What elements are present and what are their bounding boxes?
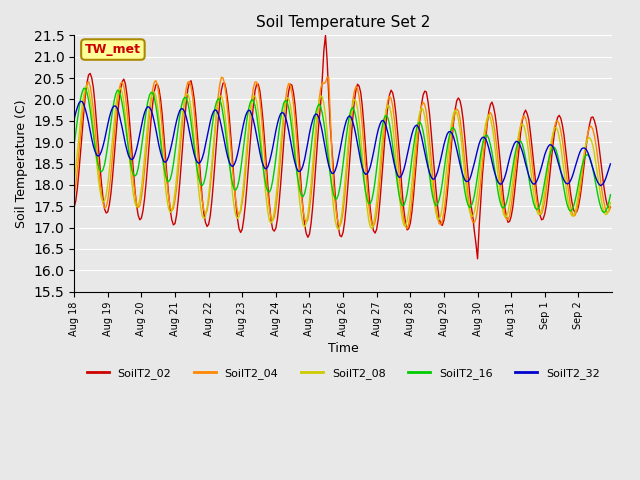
X-axis label: Time: Time	[328, 342, 358, 355]
Legend: SoilT2_02, SoilT2_04, SoilT2_08, SoilT2_16, SoilT2_32: SoilT2_02, SoilT2_04, SoilT2_08, SoilT2_…	[82, 364, 604, 384]
Text: TW_met: TW_met	[85, 43, 141, 56]
Y-axis label: Soil Temperature (C): Soil Temperature (C)	[15, 99, 28, 228]
Title: Soil Temperature Set 2: Soil Temperature Set 2	[256, 15, 430, 30]
